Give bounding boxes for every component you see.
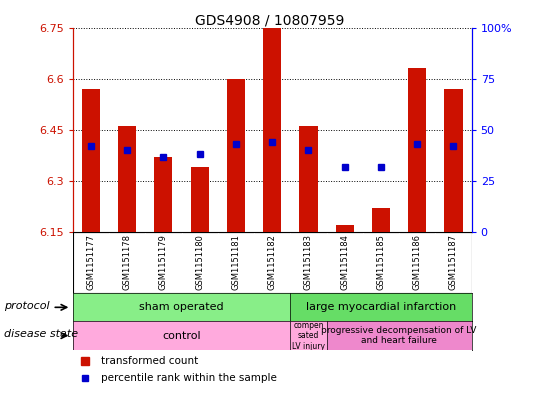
Text: GSM1151183: GSM1151183 xyxy=(304,234,313,290)
Text: GSM1151177: GSM1151177 xyxy=(86,234,95,290)
Text: GSM1151178: GSM1151178 xyxy=(123,234,132,290)
Bar xyxy=(263,28,281,232)
Text: GSM1151181: GSM1151181 xyxy=(231,234,240,290)
Text: progressive decompensation of LV
and heart failure: progressive decompensation of LV and hea… xyxy=(321,326,477,345)
Text: GSM1151186: GSM1151186 xyxy=(413,234,421,290)
Bar xyxy=(372,208,390,232)
Bar xyxy=(408,68,426,232)
Bar xyxy=(82,89,100,232)
Text: GSM1151185: GSM1151185 xyxy=(376,234,385,290)
Bar xyxy=(191,167,209,232)
Text: GSM1151184: GSM1151184 xyxy=(340,234,349,290)
Bar xyxy=(299,127,317,232)
Bar xyxy=(336,226,354,232)
Text: protocol: protocol xyxy=(4,301,49,311)
Text: large myocardial infarction: large myocardial infarction xyxy=(306,302,456,312)
Text: sham operated: sham operated xyxy=(139,302,224,312)
Text: percentile rank within the sample: percentile rank within the sample xyxy=(101,373,277,383)
Text: compen
sated
LV injury: compen sated LV injury xyxy=(292,321,325,351)
Text: GSM1151179: GSM1151179 xyxy=(159,234,168,290)
Bar xyxy=(154,157,172,232)
Text: GSM1151187: GSM1151187 xyxy=(449,234,458,290)
Text: transformed count: transformed count xyxy=(101,356,198,366)
Bar xyxy=(445,89,462,232)
Bar xyxy=(118,127,136,232)
Bar xyxy=(227,79,245,232)
Text: GSM1151180: GSM1151180 xyxy=(195,234,204,290)
Text: GSM1151182: GSM1151182 xyxy=(268,234,277,290)
Text: control: control xyxy=(162,331,201,341)
Text: disease state: disease state xyxy=(4,329,78,339)
Text: GDS4908 / 10807959: GDS4908 / 10807959 xyxy=(195,14,344,28)
